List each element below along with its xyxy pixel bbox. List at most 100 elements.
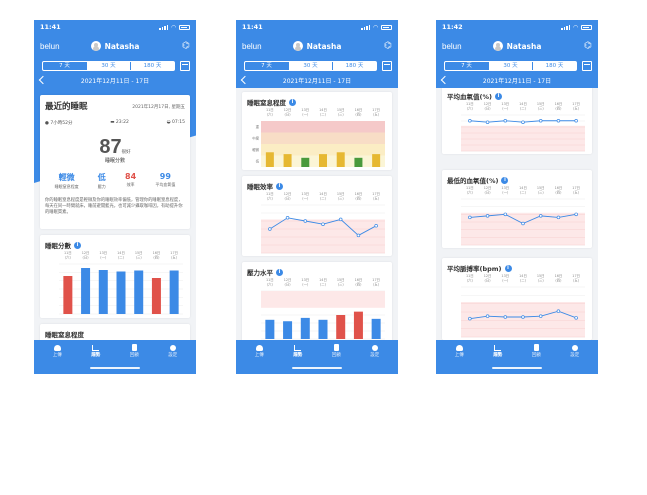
efficiency-title: 睡眠效率 xyxy=(247,183,273,191)
data-point xyxy=(268,227,272,231)
info-icon[interactable]: i xyxy=(501,176,509,184)
tab-upload[interactable]: 上傳 xyxy=(240,340,279,362)
chart-bar xyxy=(354,157,363,167)
x-tick-label: (四) xyxy=(355,113,362,117)
device-icon[interactable]: ⌬ xyxy=(384,41,392,51)
calendar-icon[interactable] xyxy=(180,60,190,71)
apnea-card[interactable]: 睡眠窒息程度 i 11日 (六) 12日 (日) 13日 (一) 14日 (二) 15日 (三) 16… xyxy=(242,92,392,170)
chart-bar xyxy=(283,154,292,167)
x-tick-label: 15日 xyxy=(337,108,345,112)
period-30-days[interactable]: 30 天 xyxy=(288,61,332,70)
data-point xyxy=(303,219,308,223)
x-tick-label: (二) xyxy=(520,191,527,195)
x-tick-label: 13日 xyxy=(301,192,309,196)
info-icon[interactable]: i xyxy=(494,92,502,100)
apnea-card-partial[interactable]: 睡眠窒息程度 xyxy=(40,324,190,340)
date-range: 2021年12月11日 - 17日 xyxy=(80,78,150,85)
x-tick-label: 17日 xyxy=(372,278,380,282)
period-180-days[interactable]: 180 天 xyxy=(532,61,576,70)
user-profile[interactable]: Natasha xyxy=(292,41,341,51)
x-tick-label: 12日 xyxy=(284,192,292,196)
info-icon[interactable]: i xyxy=(276,268,283,276)
status-time: 11:42 xyxy=(442,23,463,31)
sunrise-icon: ◒ xyxy=(166,120,171,125)
info-icon[interactable]: i xyxy=(504,264,512,272)
min-spo2-card[interactable]: 最低的血氧值(%) i 11日 (六) 12日 (日) 13日 (一) 14日 (二) 15日 (三… xyxy=(442,170,592,248)
avg-pulse-card[interactable]: 平均脈搏率(bpm) i 11日 (六) 12日 (日) 13日 (一) 14日 (二) 15日(… xyxy=(442,258,592,340)
x-tick-label: 16日 xyxy=(555,186,563,190)
calendar-icon[interactable] xyxy=(382,60,392,71)
x-tick-label: (四) xyxy=(355,197,362,201)
bottom-tab-bar: 上傳 趨勢 回顧 設定 xyxy=(236,340,398,374)
back-arrow-icon[interactable] xyxy=(440,75,450,85)
period-selector: 7 天 30 天 180 天 xyxy=(42,60,175,71)
info-icon[interactable]: i xyxy=(289,98,296,106)
x-tick-label: 16日 xyxy=(355,278,363,282)
sleep-score-card[interactable]: 睡眠分數 i 11日 (六) 12日 (日) 13日 (一) 14日 (二) 15日 (三) 16日(… xyxy=(40,235,190,318)
data-point xyxy=(538,214,543,218)
status-bar: 11:41 ◠ xyxy=(236,20,398,34)
x-tick-label: 14日 xyxy=(117,251,125,255)
back-arrow-icon[interactable] xyxy=(240,75,250,85)
avg-spo2-card[interactable]: 平均血氧值(%) i 11日 (六) 12日 (日) 13日 (一) 14日 (二) 15日 (三)… xyxy=(442,88,592,154)
tab-settings[interactable]: 設定 xyxy=(356,340,395,362)
user-profile[interactable]: Natasha xyxy=(90,41,140,51)
data-point xyxy=(556,215,561,220)
period-30-days[interactable]: 30 天 xyxy=(86,61,130,70)
x-tick-label: (二) xyxy=(520,107,527,111)
period-7-days[interactable]: 7 天 xyxy=(43,61,86,70)
period-180-days[interactable]: 180 天 xyxy=(332,61,376,70)
tab-upload[interactable]: 上傳 xyxy=(440,340,479,362)
x-tick-label: (六) xyxy=(467,278,474,283)
y-tick-label: 重 xyxy=(256,124,260,129)
tab-review[interactable]: 回顧 xyxy=(115,340,154,362)
x-tick-label: 14日 xyxy=(519,102,527,106)
back-arrow-icon[interactable] xyxy=(38,75,48,85)
tab-upload[interactable]: 上傳 xyxy=(38,340,77,362)
x-tick-label: (三) xyxy=(538,279,545,283)
x-tick-label: 17日 xyxy=(572,102,580,106)
date-range: 2021年12月11日 - 17日 xyxy=(482,78,552,85)
stress-chart: 11日(六) 12日(日) 13日(一) 14日(二) 15日(三) 16日(四) 17日(… xyxy=(261,278,385,340)
bottom-tab-bar: 上傳 趨勢 回顧 設定 xyxy=(34,340,196,374)
period-7-days[interactable]: 7 天 xyxy=(245,61,288,70)
tab-trends[interactable]: 趨勢 xyxy=(479,340,518,362)
y-tick-label: 低 xyxy=(256,158,260,163)
report-icon xyxy=(131,344,137,351)
tab-settings[interactable]: 設定 xyxy=(556,340,595,362)
info-icon[interactable]: i xyxy=(276,182,283,190)
x-tick-label: (日) xyxy=(285,283,292,287)
device-icon[interactable]: ⌬ xyxy=(584,41,592,51)
tab-settings[interactable]: 設定 xyxy=(154,340,193,362)
user-profile[interactable]: Natasha xyxy=(492,41,541,51)
recent-sleep-card[interactable]: 最近的睡眠 2021年12月17日, 星期五 ● 7小時52分 ▬ 23:22 … xyxy=(40,95,190,229)
gear-icon xyxy=(169,344,176,351)
x-tick-label: 15日 xyxy=(135,251,143,255)
data-point xyxy=(503,119,508,123)
stress-card[interactable]: 壓力水平 i 11日 (六) 12日 (日) 13日 (一) 14日 (二) 15日 (三) 16日(… xyxy=(242,262,392,340)
period-7-days[interactable]: 7 天 xyxy=(445,61,488,70)
tab-review[interactable]: 回顧 xyxy=(317,340,356,362)
chart-bar xyxy=(336,152,345,167)
battery-icon xyxy=(381,24,392,30)
period-180-days[interactable]: 180 天 xyxy=(130,61,174,70)
x-tick-label: (一) xyxy=(302,197,309,201)
sleep-score-grade: 很好 xyxy=(121,150,131,155)
efficiency-card[interactable]: 睡眠效率 i 11日 (六) 12日 (日) 13日 (一) 14日 (二) 15日 (三) 16日(… xyxy=(242,176,392,256)
user-name: Natasha xyxy=(104,41,140,51)
data-point xyxy=(374,224,378,228)
phone-screen-3: 11:42 ◠ belun Natasha ⌬ 7 天 30 天 180 天 2… xyxy=(436,20,598,374)
info-icon[interactable]: i xyxy=(74,241,81,249)
device-icon[interactable]: ⌬ xyxy=(182,41,190,51)
severity-band xyxy=(261,144,385,156)
calendar-icon[interactable] xyxy=(582,60,592,71)
data-point xyxy=(468,316,472,321)
period-30-days[interactable]: 30 天 xyxy=(488,61,532,70)
tab-trends[interactable]: 趨勢 xyxy=(77,340,116,362)
x-tick-label: (一) xyxy=(100,256,107,260)
tab-trends[interactable]: 趨勢 xyxy=(279,340,318,362)
tab-review[interactable]: 回顧 xyxy=(517,340,556,362)
belun-logo: belun xyxy=(40,41,60,51)
x-tick-label: (日) xyxy=(285,197,292,201)
phone-screen-1: 11:41 ◠ belun Natasha ⌬ 7 天 30 天 180 天 2… xyxy=(34,20,196,374)
